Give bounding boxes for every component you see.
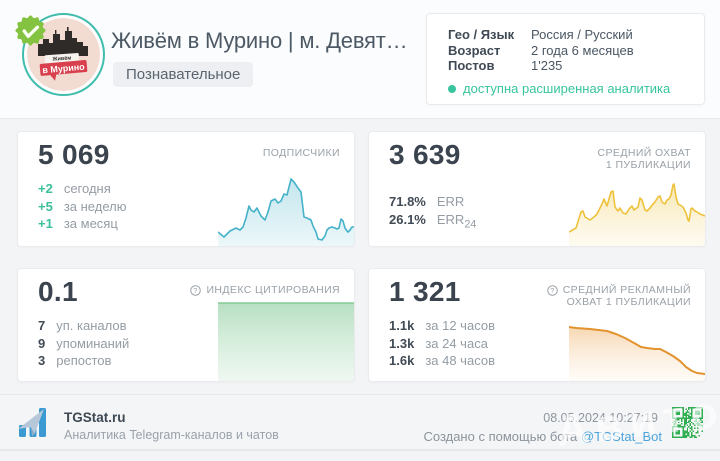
avg-reach-label: СРЕДНИЙ ОХВАТ 1 ПУБЛИКАЦИИ	[597, 147, 691, 171]
info-row-posts: Постов 1'235	[448, 58, 694, 74]
avg-reach-stats: 71.8% ERR 26.1% ERR24	[389, 193, 477, 231]
citation-index-label-row: ? ИНДЕКС ЦИТИРОВАНИЯ	[190, 284, 340, 297]
stat-label: уп. каналов	[56, 318, 127, 333]
info-row-geo: Гео / Язык Россия / Русский	[448, 27, 694, 43]
citation-index-stats: 7 уп. каналов 9 упоминаний 3 репостов	[38, 317, 129, 370]
stat-label: за 12 часов	[425, 318, 495, 333]
subscribers-count: 5 069	[38, 139, 110, 170]
stat-value: 7	[38, 318, 46, 333]
stat-label: за месяц	[63, 216, 118, 231]
mini-chart-svg	[218, 302, 354, 381]
bot-link[interactable]: @TGStat_Bot	[580, 429, 662, 444]
stat-row: +2 сегодня	[38, 180, 126, 198]
channel-avatar: Живём в Мурино	[15, 13, 105, 96]
stat-value: 1.1k	[389, 318, 415, 333]
footer-brand[interactable]: TGStat.ru	[64, 410, 126, 425]
age-label: Возраст	[448, 42, 501, 58]
stat-label: ERR24	[436, 211, 477, 231]
city-illustration: Живём в Мурино	[27, 18, 100, 91]
mini-chart-svg	[569, 183, 705, 246]
analytics-page: Живём в Мурино Живём в Мурино | м. Девят…	[0, 0, 720, 451]
created-by-text: Создано с помощью бота	[423, 429, 581, 444]
stat-value: 9	[38, 335, 46, 351]
stat-label: упоминаний	[56, 335, 130, 351]
bottom-edge	[0, 449, 720, 451]
stat-value: 1.6k	[389, 353, 415, 368]
report-datetime: 08.05.2024 10:27:19	[543, 411, 658, 425]
category-tag[interactable]: Познавательное	[113, 62, 254, 87]
info-rows: Гео / Язык Россия / Русский Возраст 2 го…	[448, 27, 694, 74]
avg-reach-count: 3 639	[389, 139, 461, 170]
svg-text:?: ?	[194, 286, 198, 295]
avatar-image: Живём в Мурино	[27, 18, 100, 91]
stat-value: 26.1%	[389, 211, 426, 227]
stat-row: 7 уп. каналов	[38, 317, 129, 335]
ad-reach-stats: 1.1k за 12 часов 1.3k за 24 часа 1.6k за 48 ч…	[389, 317, 495, 370]
stat-value: +2	[38, 181, 53, 196]
posts-label: Постов	[448, 58, 495, 73]
avg-reach-card: 3 639 СРЕДНИЙ ОХВАТ 1 ПУБЛИКАЦИИ 71.8% ER…	[368, 131, 706, 247]
citation-index-label: ИНДЕКС ЦИТИРОВАНИЯ	[206, 284, 340, 296]
stat-label: репостов	[56, 353, 112, 368]
geo-language-value: Россия / Русский	[531, 27, 633, 42]
info-row-age: Возраст 2 года 6 месяцев	[448, 43, 694, 59]
footer-tagline: Аналитика Telegram-каналов и чатов	[64, 428, 279, 442]
stat-value: +1	[38, 216, 53, 231]
citation-index-value: 0.1	[38, 276, 78, 307]
citation-index-chart	[218, 301, 354, 381]
footer: TGStat.ru Аналитика Telegram-каналов и ч…	[0, 394, 720, 451]
avg-reach-chart	[569, 166, 705, 246]
info-icon[interactable]: ?	[190, 285, 202, 296]
ad-reach-card: 1 321 ? СРЕДНИЙ РЕКЛАМНЫЙ ОХВАТ 1 ПУБЛИК…	[368, 268, 706, 382]
stat-value: 71.8%	[389, 194, 426, 209]
stat-label: за неделю	[63, 198, 127, 214]
stat-value: 3	[38, 353, 46, 368]
header: Живём в Мурино Живём в Мурино | м. Девят…	[0, 0, 720, 119]
created-by-line: Создано с помощью бота @TGStat_Bot	[423, 429, 662, 444]
extended-analytics-note: доступна расширенная аналитика	[448, 81, 670, 96]
stat-label: за 48 часов	[425, 353, 495, 368]
stat-row: 26.1% ERR24	[389, 211, 477, 231]
stat-label: сегодня	[63, 181, 111, 196]
stat-row: 71.8% ERR	[389, 193, 476, 211]
subscribers-chart	[218, 166, 354, 246]
green-dot-icon	[448, 84, 456, 93]
stat-value: 1.3k	[389, 335, 415, 351]
info-icon[interactable]: ?	[546, 285, 558, 296]
stat-label: за 24 часа	[425, 335, 488, 351]
avatar-banner-main: в Мурино	[42, 62, 86, 76]
stat-row: 1.1k за 12 часов	[389, 317, 495, 335]
citation-index-card: 0.1 ? ИНДЕКС ЦИТИРОВАНИЯ 7 уп. каналов 9 уп…	[17, 268, 355, 382]
stat-row: +5 за неделю	[38, 198, 126, 216]
geo-language-label: Гео / Язык	[448, 27, 515, 42]
stat-row: 3 репостов	[38, 352, 129, 370]
qr-code	[672, 407, 703, 438]
posts-value: 1'235	[531, 58, 563, 73]
tgstat-logo	[18, 408, 46, 437]
extended-analytics-text: доступна расширенная аналитика	[463, 81, 671, 96]
mini-chart-svg	[569, 326, 705, 381]
ad-reach-label-row: ? СРЕДНИЙ РЕКЛАМНЫЙ ОХВАТ 1 ПУБЛИКАЦИИ	[546, 284, 691, 308]
stat-row: 9 упоминаний	[38, 335, 129, 353]
subscribers-label: ПОДПИСЧИКИ	[262, 147, 340, 159]
stat-row: 1.3k за 24 часа	[389, 335, 495, 353]
stat-row: 1.6k за 48 часов	[389, 352, 495, 370]
channel-title: Живём в Мурино | м. Девят…	[111, 28, 408, 53]
channel-info-card: Гео / Язык Россия / Русский Возраст 2 го…	[426, 13, 705, 105]
mini-chart-svg	[218, 178, 354, 246]
stat-label: ERR	[436, 194, 465, 209]
ad-reach-count: 1 321	[389, 276, 461, 307]
avatar-banner-top: Живём	[51, 55, 71, 62]
subscribers-stats: +2 сегодня +5 за неделю +1 за месяц	[38, 180, 126, 233]
stat-value: +5	[38, 198, 53, 214]
stat-row: +1 за месяц	[38, 215, 126, 233]
ad-reach-chart	[569, 301, 705, 381]
svg-text:?: ?	[550, 286, 554, 295]
ad-reach-label: СРЕДНИЙ РЕКЛАМНЫЙ ОХВАТ 1 ПУБЛИКАЦИИ	[562, 284, 691, 308]
subscribers-card: 5 069 ПОДПИСЧИКИ +2 сегодня +5 за неделю +1 з…	[17, 131, 355, 247]
verified-badge-icon	[15, 15, 46, 46]
age-value: 2 года 6 месяцев	[531, 42, 634, 58]
